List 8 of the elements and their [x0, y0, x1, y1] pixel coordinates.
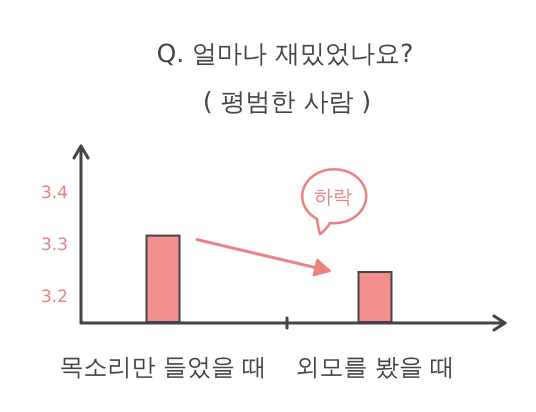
y-tick-label: 3.2: [40, 287, 68, 307]
y-tick-label: 3.3: [40, 235, 68, 255]
chart-subtitle: ( 평범한 사람 ): [202, 87, 372, 116]
y-tick-label: 3.4: [40, 183, 68, 203]
chart-title: Q. 얼마나 재밌었나요?: [156, 39, 414, 68]
x-tick-label: 외모를 봤을 때: [295, 353, 455, 381]
annotation: 하락: [314, 186, 352, 208]
x-tick-label: 목소리만 들었을 때: [59, 353, 267, 381]
